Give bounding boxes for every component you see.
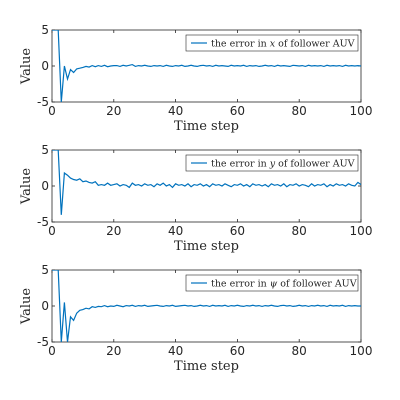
x-tick-label: 20 xyxy=(106,344,121,358)
y-tick-label: 5 xyxy=(41,143,49,157)
x-tick-label: 100 xyxy=(350,344,373,358)
x-tick-label: 60 xyxy=(230,224,245,238)
y-tick-label: 5 xyxy=(41,23,49,37)
legend-suffix: of follower AUV xyxy=(275,39,354,50)
x-tick-label: 0 xyxy=(48,104,56,118)
y-tick-label: -5 xyxy=(37,215,49,229)
x-tick-label: 60 xyxy=(230,344,245,358)
legend: the error in ψ of follower AUV xyxy=(185,274,359,292)
x-tick-label: 60 xyxy=(230,104,245,118)
y-axis-label: Value xyxy=(19,288,34,325)
legend: the error in x of follower AUV xyxy=(185,34,359,52)
y-tick-label: 0 xyxy=(41,59,49,73)
x-tick-label: 40 xyxy=(168,224,183,238)
legend-variable: ψ xyxy=(270,279,278,290)
legend-label: the error in x of follower AUV xyxy=(211,39,355,50)
x-tick-label: 20 xyxy=(106,224,121,238)
legend-box xyxy=(185,34,359,52)
y-tick-label: -5 xyxy=(37,335,49,349)
x-axis-label: Time step xyxy=(174,239,239,254)
series-line-1 xyxy=(52,150,361,215)
x-tick-label: 20 xyxy=(106,104,121,118)
legend: the error in y of follower AUV xyxy=(185,154,359,172)
legend-suffix: of follower AUV xyxy=(275,159,354,170)
y-tick-label: 0 xyxy=(41,299,49,313)
series-line-1 xyxy=(52,30,361,102)
legend-prefix: the error in xyxy=(211,279,270,290)
legend-prefix: the error in xyxy=(211,39,270,50)
legend-box xyxy=(185,154,359,172)
legend-variable: x xyxy=(270,39,276,50)
legend-prefix: the error in xyxy=(211,159,270,170)
x-tick-label: 40 xyxy=(168,344,183,358)
y-tick-label: 0 xyxy=(41,179,49,193)
legend-variable: y xyxy=(269,159,276,170)
legend-box xyxy=(185,274,359,292)
y-tick-label: -5 xyxy=(37,95,49,109)
x-axis-label: Time step xyxy=(174,119,239,134)
y-axis-label: Value xyxy=(19,48,34,85)
legend-label: the error in y of follower AUV xyxy=(211,159,355,170)
x-tick-label: 40 xyxy=(168,104,183,118)
x-tick-label: 80 xyxy=(292,344,307,358)
x-tick-label: 0 xyxy=(48,344,56,358)
x-axis-label: Time step xyxy=(174,359,239,374)
x-tick-label: 0 xyxy=(48,224,56,238)
x-tick-label: 80 xyxy=(292,224,307,238)
legend-suffix: of follower AUV xyxy=(277,279,356,290)
y-tick-label: 5 xyxy=(41,263,49,277)
x-tick-label: 100 xyxy=(350,224,373,238)
x-tick-label: 80 xyxy=(292,104,307,118)
y-axis-label: Value xyxy=(19,168,34,205)
series-line-1 xyxy=(52,270,361,342)
legend-label: the error in ψ of follower AUV xyxy=(211,279,357,290)
x-tick-label: 100 xyxy=(350,104,373,118)
